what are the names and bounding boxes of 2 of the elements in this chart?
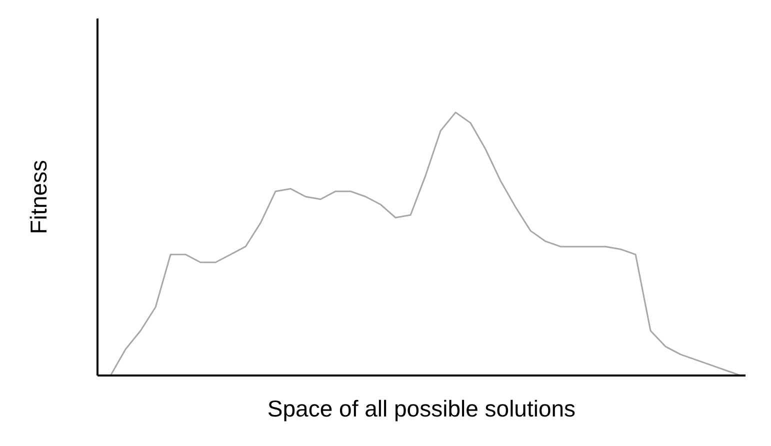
y-axis-title: Fitness [26,160,52,234]
x-axis-title: Space of all possible solutions [267,396,576,422]
